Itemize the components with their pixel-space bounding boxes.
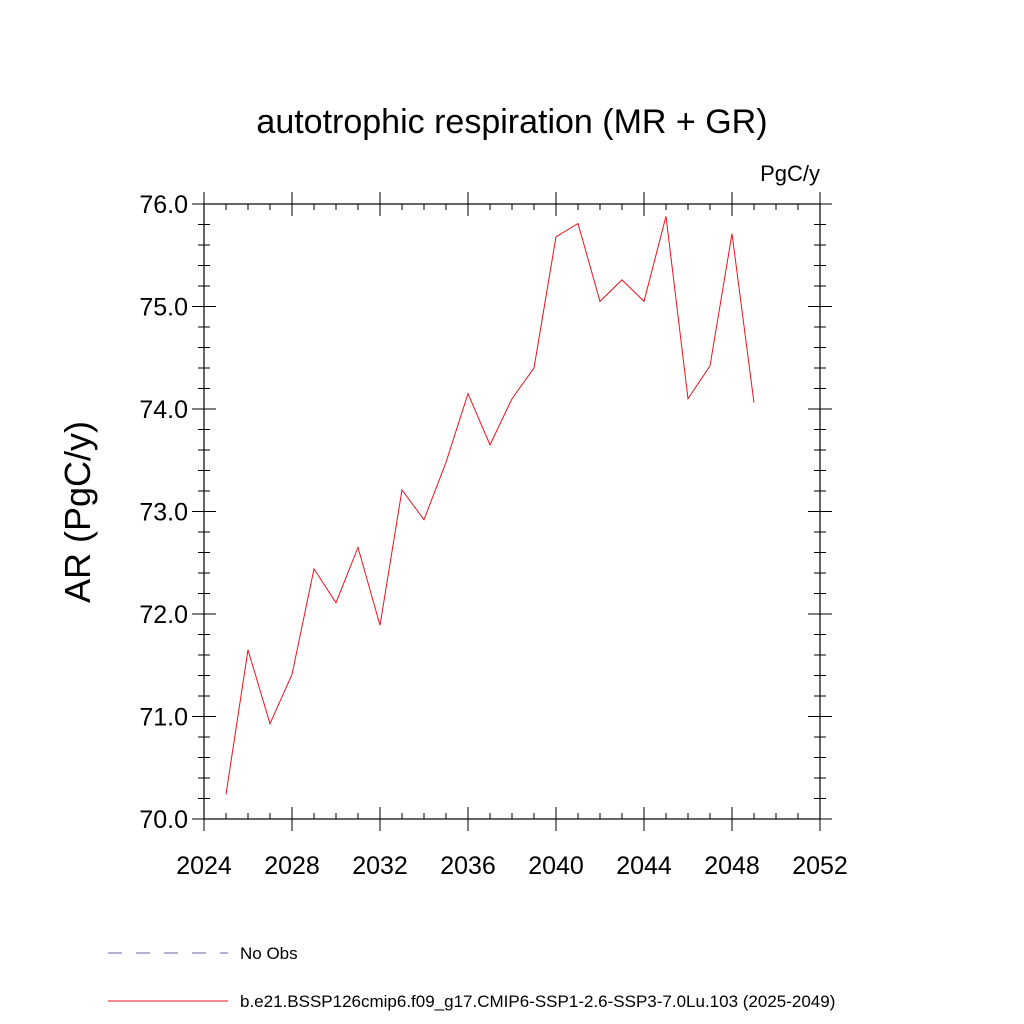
y-tick-label: 74.0 [139,396,188,424]
y-tick-label: 75.0 [139,294,188,322]
x-tick-label: 2040 [528,852,584,880]
series-lines [225,216,755,795]
legend: No Obs b.e21.BSSP126cmip6.f09_g17.CMIP6-… [108,944,835,1011]
series-line-0 [225,216,755,795]
x-tick-label: 2024 [176,852,232,880]
units-label: PgC/y [760,161,820,186]
y-axis-label: AR (PgC/y) [57,421,98,603]
x-tick-label: 2032 [352,852,408,880]
x-tick-labels: 2024 2028 2032 2036 2040 2044 2048 2052 [176,852,848,880]
x-tick-label: 2036 [440,852,496,880]
y-tick-label: 71.0 [139,704,188,732]
y-tick-label: 76.0 [139,191,188,219]
legend-label-series: b.e21.BSSP126cmip6.f09_g17.CMIP6-SSP1-2.… [240,992,835,1011]
x-tick-label: 2044 [616,852,672,880]
chart-title: autotrophic respiration (MR + GR) [256,103,767,141]
plot-frame [203,203,821,820]
legend-label-no-obs: No Obs [240,944,298,963]
x-tick-label: 2028 [264,852,320,880]
y-tick-label: 73.0 [139,499,188,527]
y-tick-label: 70.0 [139,806,188,834]
x-tick-label: 2048 [704,852,760,880]
y-tick-label: 72.0 [139,601,188,629]
x-tick-label: 2052 [792,852,848,880]
y-tick-labels: 70.0 71.0 72.0 73.0 74.0 75.0 76.0 [139,191,188,834]
minor-ticks [198,203,826,820]
major-ticks [192,192,832,831]
